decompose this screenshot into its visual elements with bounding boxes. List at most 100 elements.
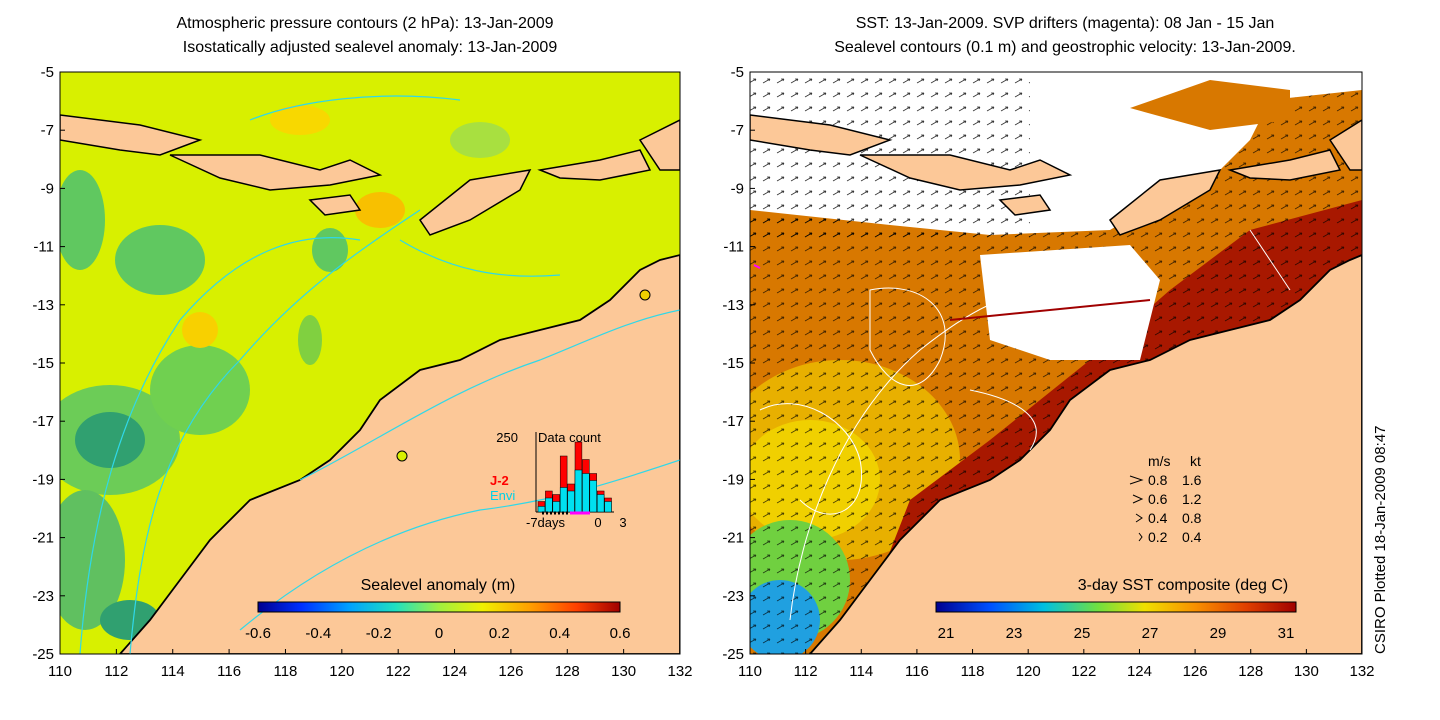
x-tick-label: 118	[961, 663, 985, 680]
colorbar-tick-label: 21	[938, 625, 955, 642]
tide-gauge-marker	[396, 450, 408, 462]
colorbar-tick-label: 0.6	[610, 625, 631, 642]
right-colorbar-label: 3-day SST composite (deg C)	[1078, 577, 1288, 594]
inset-x-tick-left: -7days	[526, 515, 566, 530]
sumba-land	[308, 194, 362, 216]
x-tick-label: 122	[1071, 663, 1096, 680]
drifter-track	[949, 299, 1151, 321]
x-tick-label: 118	[273, 663, 297, 680]
java-bali-land	[60, 114, 203, 156]
y-tick-label: -17	[32, 413, 54, 430]
envi-bar	[559, 487, 568, 513]
x-tick-label: 126	[1183, 663, 1208, 680]
y-tick-label: -11	[723, 239, 744, 256]
y-tick-label: -21	[722, 530, 744, 547]
y-tick-label: -5	[41, 64, 54, 81]
x-tick-label: 114	[161, 663, 185, 680]
left-colorbar-ticks: -0.6 -0.4 -0.2 0 0.2 0.4 0.6	[245, 625, 630, 642]
velocity-legend-arrow	[1129, 475, 1144, 485]
velocity-legend-kt: 0.4	[1182, 529, 1202, 545]
inset-x-tick-right: 3	[619, 515, 626, 530]
inset-x-tick-mid: 0	[594, 515, 601, 530]
envi-bar	[582, 473, 590, 513]
x-tick-label: 124	[442, 663, 467, 680]
right-colorbar-ticks: 21 23 25 27 29 31	[938, 625, 1295, 642]
x-tick-label: 122	[386, 663, 411, 680]
x-tick-label: 112	[794, 663, 818, 680]
right-title-line2: Sealevel contours (0.1 m) and geostrophi…	[834, 39, 1296, 56]
right-x-axis: 110 112 114 116 118 120 122 124 126 128 130 132	[738, 649, 1375, 680]
y-tick-label: -9	[41, 180, 54, 197]
australia-land	[808, 254, 1362, 654]
y-tick-label: -21	[32, 530, 54, 547]
sla-colorbar	[257, 601, 621, 613]
velocity-legend-kt-header: kt	[1190, 453, 1201, 469]
x-tick-label: 132	[1349, 663, 1374, 680]
colorbar-tick-label: -0.6	[245, 625, 271, 642]
y-tick-label: -9	[731, 180, 744, 197]
x-tick-label: 110	[48, 663, 72, 680]
colorbar-tick-label: 25	[1074, 625, 1091, 642]
x-tick-label: 110	[738, 663, 762, 680]
velocity-legend-ms: 0.6	[1148, 491, 1168, 507]
x-tick-label: 132	[667, 663, 692, 680]
colorbar-tick-label: 23	[1006, 625, 1023, 642]
velocity-legend-arrow	[1135, 513, 1143, 523]
envi-bar	[537, 506, 546, 513]
x-tick-label: 130	[1294, 663, 1319, 680]
sst-colorbar	[935, 601, 1297, 613]
y-tick-label: -19	[32, 471, 54, 488]
envi-bar	[574, 469, 583, 513]
right-title-line1: SST: 13-Jan-2009. SVP drifters (magenta)…	[855, 15, 1275, 32]
x-tick-label: 114	[849, 663, 873, 680]
right-y-axis: -5 -7 -9 -11 -13 -15 -17 -19 -21 -23 -25	[722, 64, 755, 663]
velocity-legend-kt: 1.2	[1182, 491, 1202, 507]
data-count-inset: 250 Data count J-2 Envi -7days 0 3	[490, 430, 627, 530]
sealevel-contour	[789, 289, 1051, 621]
colorbar-tick-label: 31	[1278, 625, 1295, 642]
y-tick-label: -15	[32, 355, 54, 372]
inset-y-label: 250	[496, 430, 518, 445]
left-map: -5 -7 -9 -11 -13 -15 -17 -19 -21 -23 -25 110 112 114…	[32, 64, 693, 680]
x-tick-label: 128	[555, 663, 580, 680]
y-tick-label: -11	[33, 239, 54, 256]
envi-bar	[567, 490, 575, 513]
y-tick-label: -13	[722, 297, 744, 314]
legend-envi: Envi	[490, 488, 515, 503]
y-tick-label: -19	[722, 471, 744, 488]
y-tick-label: -13	[32, 297, 54, 314]
velocity-legend-kt: 1.6	[1182, 472, 1202, 488]
envi-bar	[596, 494, 605, 513]
tide-gauge-marker	[639, 289, 651, 301]
x-tick-label: 126	[498, 663, 523, 680]
y-tick-label: -23	[32, 588, 54, 605]
velocity-legend-arrow	[1138, 532, 1143, 542]
x-tick-label: 120	[1016, 663, 1041, 680]
y-tick-label: -15	[722, 355, 744, 372]
left-x-axis: 110 112 114 116 118 120 122 124 126 128 130 132	[48, 649, 693, 680]
colorbar-tick-label: 29	[1210, 625, 1227, 642]
plot-credit: CSIRO Plotted 18-Jan-2009 08:47	[1372, 425, 1389, 654]
left-title-line2: Isostatically adjusted sealevel anomaly:…	[182, 39, 558, 56]
colorbar-tick-label: -0.4	[305, 625, 331, 642]
y-tick-label: -7	[731, 122, 744, 139]
timor-land	[418, 169, 532, 236]
velocity-legend-ms: 0.2	[1148, 529, 1168, 545]
x-tick-label: 116	[905, 663, 929, 680]
x-tick-label: 112	[104, 663, 128, 680]
y-tick-label: -17	[722, 413, 744, 430]
velocity-legend-arrow	[1132, 494, 1144, 504]
left-colorbar-label: Sealevel anomaly (m)	[361, 577, 516, 594]
x-tick-label: 128	[1238, 663, 1263, 680]
svp-drifter-magenta	[753, 264, 761, 269]
y-tick-label: -25	[32, 646, 54, 663]
inset-bars	[537, 441, 612, 513]
y-tick-label: -25	[722, 646, 744, 663]
left-y-axis: -5 -7 -9 -11 -13 -15 -17 -19 -21 -23 -25	[32, 64, 65, 663]
velocity-legend: m/s kt 0.8 1.6 0.6 1.2 0.4 0.8 0.2 0.4	[1129, 453, 1202, 545]
nusa-tenggara-land	[169, 154, 383, 191]
envi-bar	[545, 497, 553, 513]
velocity-legend-ms: 0.8	[1148, 472, 1168, 488]
x-tick-label: 130	[611, 663, 636, 680]
velocity-legend-kt: 0.8	[1182, 510, 1202, 526]
